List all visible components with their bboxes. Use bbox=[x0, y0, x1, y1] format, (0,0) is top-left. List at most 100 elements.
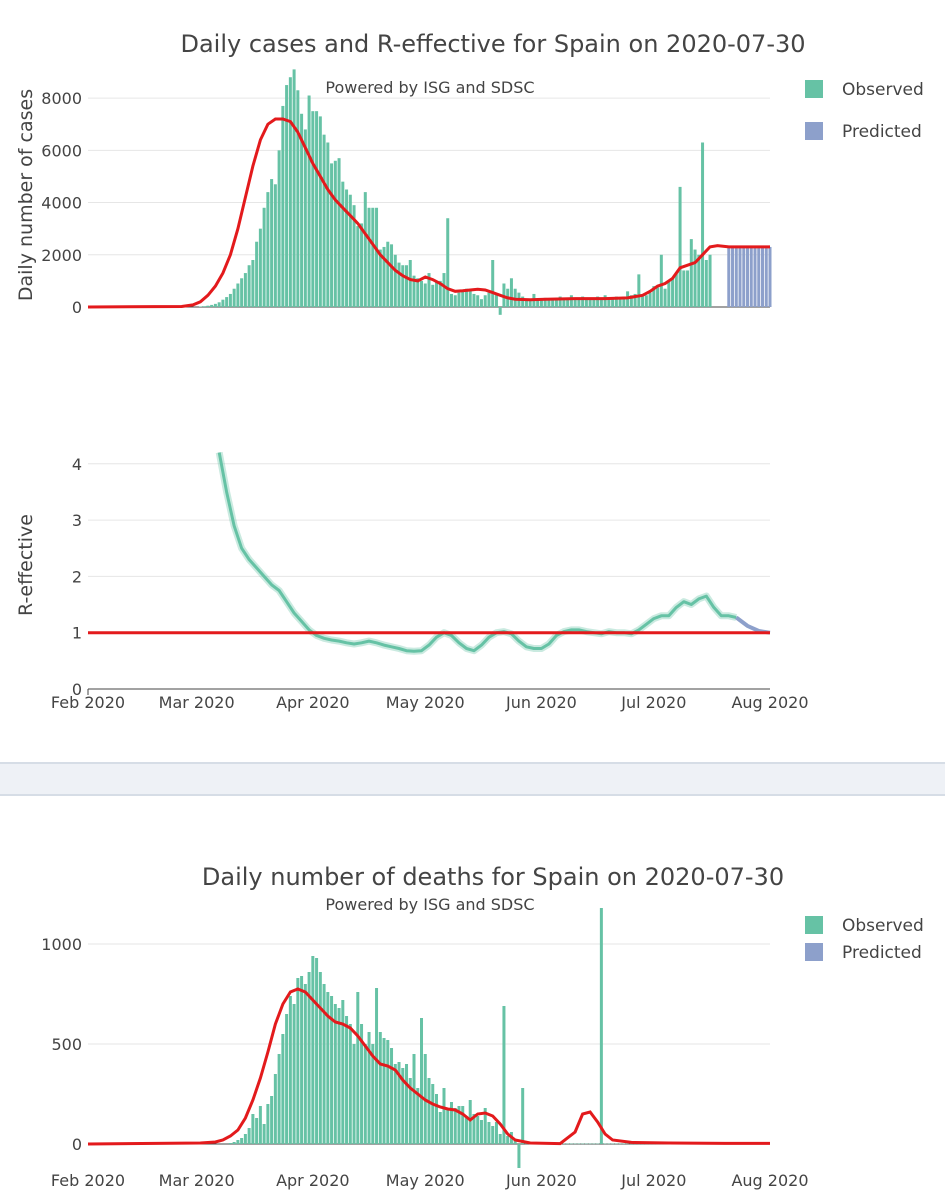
deaths-observed-bar[interactable] bbox=[240, 1138, 244, 1144]
deaths-observed-bar[interactable] bbox=[345, 1016, 349, 1144]
cases-observed-bar[interactable] bbox=[438, 280, 442, 307]
deaths-observed-bar[interactable] bbox=[427, 1078, 431, 1144]
cases-observed-bar[interactable] bbox=[689, 239, 693, 307]
cases-observed-bar[interactable] bbox=[569, 295, 573, 307]
deaths-observed-bar[interactable] bbox=[588, 1143, 592, 1145]
deaths-observed-bar[interactable] bbox=[281, 1034, 285, 1144]
cases-observed-bar[interactable] bbox=[382, 246, 386, 307]
cases-predicted-bar[interactable] bbox=[764, 246, 768, 307]
cases-observed-bar[interactable] bbox=[614, 296, 618, 307]
cases-observed-bar[interactable] bbox=[476, 295, 480, 307]
deaths-observed-bar[interactable] bbox=[303, 984, 307, 1144]
deaths-legend-predicted-swatch[interactable] bbox=[805, 943, 823, 961]
cases-observed-bar[interactable] bbox=[405, 265, 409, 307]
deaths-legend-predicted-label[interactable]: Predicted bbox=[842, 943, 922, 963]
cases-observed-bar[interactable] bbox=[468, 290, 472, 307]
deaths-observed-bar[interactable] bbox=[449, 1102, 453, 1144]
deaths-observed-bar[interactable] bbox=[262, 1124, 266, 1144]
cases-observed-bar[interactable] bbox=[270, 179, 274, 307]
cases-observed-bar[interactable] bbox=[671, 278, 675, 307]
deaths-observed-bar[interactable] bbox=[300, 976, 304, 1144]
cases-observed-bar[interactable] bbox=[539, 299, 543, 307]
cases-observed-bar[interactable] bbox=[348, 194, 352, 307]
deaths-observed-bar[interactable] bbox=[243, 1134, 247, 1144]
cases-observed-bar[interactable] bbox=[472, 293, 476, 307]
cases-observed-bar[interactable] bbox=[217, 302, 221, 307]
cases-predicted-bar[interactable] bbox=[757, 246, 761, 307]
deaths-observed-bar[interactable] bbox=[434, 1094, 438, 1144]
cases-observed-bar[interactable] bbox=[453, 295, 457, 307]
deaths-observed-bar[interactable] bbox=[397, 1062, 401, 1144]
cases-observed-bar[interactable] bbox=[693, 249, 697, 307]
deaths-observed-bar[interactable] bbox=[382, 1038, 386, 1144]
deaths-observed-bar[interactable] bbox=[386, 1040, 390, 1144]
deaths-observed-bar[interactable] bbox=[573, 1143, 577, 1145]
cases-predicted-bar[interactable] bbox=[738, 246, 742, 307]
cases-observed-bar[interactable] bbox=[378, 249, 382, 307]
deaths-observed-bar[interactable] bbox=[288, 996, 292, 1144]
deaths-observed-bar[interactable] bbox=[569, 1143, 573, 1145]
cases-predicted-bar[interactable] bbox=[742, 246, 746, 307]
cases-observed-bar[interactable] bbox=[367, 207, 371, 307]
cases-observed-bar[interactable] bbox=[202, 306, 206, 307]
cases-observed-bar[interactable] bbox=[479, 299, 483, 307]
cases-observed-bar[interactable] bbox=[341, 181, 345, 307]
deaths-legend-observed-swatch[interactable] bbox=[805, 916, 823, 934]
cases-observed-bar[interactable] bbox=[281, 105, 285, 307]
cases-observed-bar[interactable] bbox=[255, 241, 259, 307]
cases-observed-bar[interactable] bbox=[449, 293, 453, 307]
cases-observed-bar[interactable] bbox=[401, 265, 405, 307]
cases-observed-bar[interactable] bbox=[558, 296, 562, 307]
deaths-observed-bar[interactable] bbox=[322, 984, 326, 1144]
cases-observed-bar[interactable] bbox=[232, 288, 236, 307]
cases-observed-bar[interactable] bbox=[225, 297, 229, 307]
cases-observed-bar[interactable] bbox=[618, 297, 622, 307]
cases-observed-bar[interactable] bbox=[543, 297, 547, 307]
cases-legend[interactable]: Observed Predicted bbox=[805, 80, 924, 142]
deaths-observed-bar[interactable] bbox=[562, 1143, 566, 1145]
deaths-observed-bar[interactable] bbox=[464, 1118, 468, 1144]
deaths-observed-bar[interactable] bbox=[498, 1134, 502, 1144]
legend-observed-swatch[interactable] bbox=[805, 80, 823, 98]
deaths-observed-bar[interactable] bbox=[618, 1143, 622, 1145]
cases-observed-bar[interactable] bbox=[266, 192, 270, 307]
deaths-observed-bar[interactable] bbox=[517, 1144, 521, 1168]
cases-observed-bar[interactable] bbox=[498, 307, 502, 315]
deaths-observed-bar[interactable] bbox=[596, 1143, 600, 1145]
deaths-observed-bar[interactable] bbox=[390, 1048, 394, 1144]
deaths-legend[interactable]: Observed Predicted bbox=[805, 916, 924, 963]
cases-observed-bar[interactable] bbox=[581, 296, 585, 307]
cases-observed-bar[interactable] bbox=[307, 95, 311, 308]
cases-observed-bar[interactable] bbox=[457, 292, 461, 307]
deaths-observed-bar[interactable] bbox=[524, 1143, 528, 1145]
deaths-observed-bar[interactable] bbox=[270, 1096, 274, 1144]
deaths-observed-bar[interactable] bbox=[367, 1032, 371, 1144]
deaths-observed-bar[interactable] bbox=[228, 1143, 232, 1144]
cases-observed-bar[interactable] bbox=[528, 299, 532, 307]
cases-observed-bar[interactable] bbox=[277, 150, 281, 307]
cases-observed-bar[interactable] bbox=[318, 116, 322, 307]
cases-observed-bar[interactable] bbox=[360, 223, 364, 307]
deaths-observed-bar[interactable] bbox=[442, 1088, 446, 1144]
cases-observed-bar[interactable] bbox=[363, 192, 367, 307]
deaths-observed-bar[interactable] bbox=[521, 1088, 525, 1144]
cases-observed-bar[interactable] bbox=[637, 274, 641, 307]
deaths-observed-bar[interactable] bbox=[393, 1064, 397, 1144]
cases-observed-bar[interactable] bbox=[678, 186, 682, 307]
deaths-observed-bar[interactable] bbox=[603, 1143, 607, 1145]
cases-observed-bar[interactable] bbox=[397, 262, 401, 307]
deaths-observed-bar[interactable] bbox=[341, 1000, 345, 1144]
deaths-observed-bar[interactable] bbox=[352, 1044, 356, 1144]
cases-observed-bar[interactable] bbox=[412, 275, 416, 307]
cases-observed-bar[interactable] bbox=[236, 283, 240, 308]
cases-observed-bar[interactable] bbox=[247, 265, 251, 307]
cases-observed-bar[interactable] bbox=[573, 297, 577, 307]
deaths-observed-bar[interactable] bbox=[479, 1120, 483, 1144]
legend-observed-label[interactable]: Observed bbox=[842, 80, 924, 100]
deaths-observed-bar[interactable] bbox=[356, 992, 360, 1144]
deaths-observed-bar[interactable] bbox=[315, 958, 319, 1144]
deaths-observed-bar[interactable] bbox=[273, 1074, 277, 1144]
deaths-observed-bar[interactable] bbox=[375, 988, 379, 1144]
deaths-observed-bar[interactable] bbox=[581, 1143, 585, 1145]
deaths-observed-bar[interactable] bbox=[453, 1108, 457, 1144]
